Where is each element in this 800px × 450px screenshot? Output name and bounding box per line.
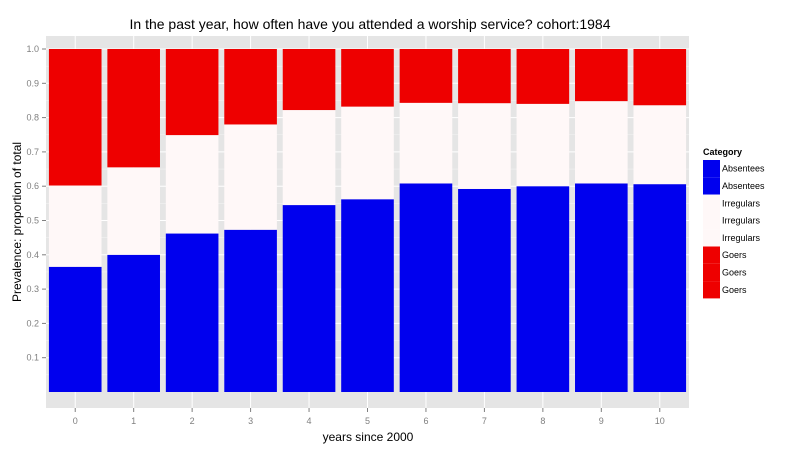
bar-goers-10 bbox=[633, 49, 687, 106]
bar-goers-3 bbox=[224, 49, 277, 125]
bar-goers-5 bbox=[341, 49, 394, 107]
legend-key-goers bbox=[703, 281, 720, 299]
legend-key-goers bbox=[703, 246, 720, 264]
legend-label-goers: Goers bbox=[722, 267, 747, 277]
bar-absentees-4 bbox=[282, 205, 336, 392]
x-axis-label: years since 2000 bbox=[323, 430, 414, 444]
bar-irregulars-6 bbox=[399, 102, 453, 184]
x-tick-label: 8 bbox=[540, 416, 545, 426]
x-tick-label: 6 bbox=[423, 416, 428, 426]
legend-key-goers bbox=[703, 263, 720, 282]
y-tick-label: 0.8 bbox=[26, 113, 39, 123]
y-tick-label: 0.1 bbox=[26, 353, 39, 363]
x-tick-label: 10 bbox=[655, 416, 665, 426]
x-tick-label: 2 bbox=[190, 416, 195, 426]
x-tick-label: 3 bbox=[248, 416, 253, 426]
y-tick-label: 1.0 bbox=[26, 44, 39, 54]
legend-key-absentees bbox=[703, 160, 720, 178]
bar-goers-8 bbox=[516, 49, 570, 104]
legend-key-irregulars bbox=[703, 211, 720, 230]
y-tick-label: 0.7 bbox=[26, 147, 39, 157]
bar-goers-1 bbox=[107, 49, 160, 168]
bar-absentees-1 bbox=[107, 254, 160, 392]
legend-label-goers: Goers bbox=[722, 285, 747, 295]
bar-irregulars-9 bbox=[575, 101, 628, 184]
bar-irregulars-4 bbox=[282, 110, 336, 206]
bar-goers-7 bbox=[458, 49, 511, 104]
legend-key-absentees bbox=[703, 177, 720, 195]
y-tick-label: 0.4 bbox=[26, 250, 39, 260]
y-tick-label: 0.6 bbox=[26, 181, 39, 191]
bar-absentees-10 bbox=[633, 184, 687, 392]
x-tick-label: 0 bbox=[73, 416, 78, 426]
legend-key-irregulars bbox=[703, 194, 720, 212]
x-tick-label: 1 bbox=[131, 416, 136, 426]
bar-irregulars-0 bbox=[48, 185, 102, 267]
bar-irregulars-7 bbox=[458, 103, 511, 189]
x-tick-label: 5 bbox=[365, 416, 370, 426]
y-axis-label: Prevalence: proportion of total bbox=[10, 142, 24, 302]
legend-label-irregulars: Irregulars bbox=[722, 216, 761, 226]
x-tick-label: 9 bbox=[599, 416, 604, 426]
legend-label-absentees: Absentees bbox=[722, 164, 765, 174]
bar-goers-9 bbox=[575, 49, 628, 102]
x-tick-label: 4 bbox=[307, 416, 312, 426]
bar-goers-2 bbox=[165, 49, 219, 136]
legend-title: Category bbox=[703, 147, 742, 157]
legend-label-goers: Goers bbox=[722, 250, 747, 260]
y-tick-label: 0.5 bbox=[26, 216, 39, 226]
bar-irregulars-10 bbox=[633, 105, 687, 185]
legend-items: Absentees Absentees Irregulars Irregulars Ir… bbox=[703, 160, 765, 299]
bar-irregulars-3 bbox=[224, 124, 277, 230]
bar-goers-4 bbox=[282, 49, 336, 111]
chart-title: In the past year, how often have you att… bbox=[130, 16, 611, 32]
x-tick-label: 7 bbox=[482, 416, 487, 426]
y-tick-label: 0.2 bbox=[26, 318, 39, 328]
bar-absentees-8 bbox=[516, 186, 570, 392]
bar-absentees-6 bbox=[399, 183, 453, 392]
bar-irregulars-5 bbox=[341, 106, 394, 200]
bar-absentees-7 bbox=[458, 188, 511, 392]
legend-key-irregulars bbox=[703, 229, 720, 247]
bar-irregulars-1 bbox=[107, 167, 160, 255]
bar-absentees-0 bbox=[48, 266, 102, 392]
bar-absentees-9 bbox=[575, 183, 628, 392]
y-tick-label: 0.9 bbox=[26, 78, 39, 88]
legend-label-irregulars: Irregulars bbox=[722, 233, 761, 243]
bar-absentees-2 bbox=[165, 233, 219, 392]
y-tick-label: 0.3 bbox=[26, 284, 39, 294]
bar-absentees-3 bbox=[224, 229, 277, 392]
legend-label-irregulars: Irregulars bbox=[722, 198, 761, 208]
legend-label-absentees: Absentees bbox=[722, 181, 765, 191]
bars bbox=[48, 49, 687, 392]
bar-absentees-5 bbox=[341, 199, 394, 392]
bar-irregulars-2 bbox=[165, 135, 219, 234]
y-axis: 0.1 0.2 0.3 0.4 0.5 0.6 0.7 0.8 0.9 1.0 bbox=[26, 44, 46, 363]
bar-irregulars-8 bbox=[516, 103, 570, 187]
legend: Category Absentees Absentees Irregulars Irr… bbox=[703, 147, 765, 299]
bar-goers-0 bbox=[48, 49, 102, 186]
x-axis: 0 1 2 3 4 5 6 7 8 9 10 bbox=[73, 408, 665, 426]
bar-goers-6 bbox=[399, 49, 453, 103]
